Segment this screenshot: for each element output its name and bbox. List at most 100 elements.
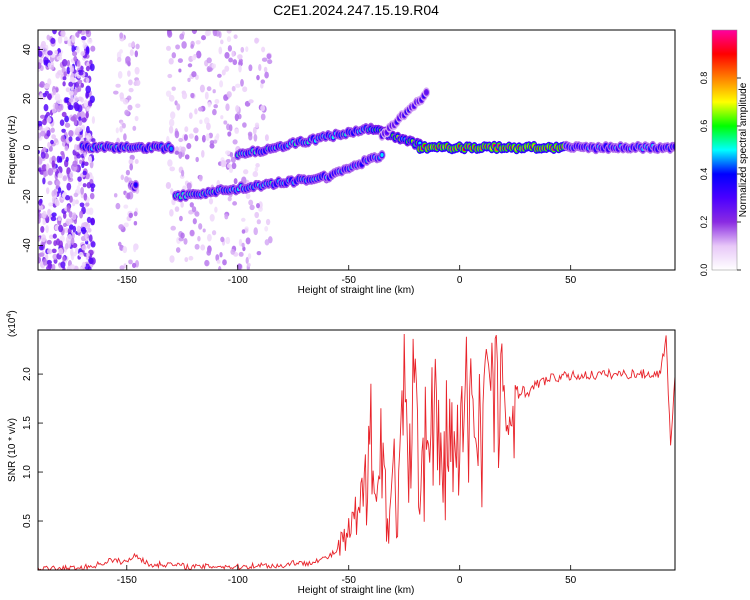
noise-dot [228, 166, 234, 174]
noise-dot [248, 99, 254, 104]
noise-dot [39, 130, 46, 137]
noise-dot [76, 59, 81, 67]
noise-dot [78, 116, 82, 122]
noise-dot [115, 127, 119, 134]
noise-dot [51, 263, 56, 270]
noise-dot [186, 142, 192, 150]
noise-dot [78, 251, 84, 258]
noise-dot [115, 83, 121, 88]
noise-dot [122, 98, 129, 105]
noise-dot [73, 192, 79, 198]
noise-dot [189, 229, 195, 237]
noise-dot [199, 84, 205, 93]
noise-dot [216, 259, 221, 264]
noise-dot [81, 261, 86, 268]
noise-dot [135, 79, 141, 86]
noise-dot [184, 154, 190, 160]
snr-panel: -150 -100 -50 0 50 0.5 1.0 1.5 2.0 Height of st… [6, 310, 676, 596]
noise-dot [200, 244, 206, 251]
noise-dot [63, 71, 68, 77]
noise-dot [245, 256, 249, 265]
noise-dot [129, 163, 134, 171]
noise-dot [264, 71, 269, 79]
noise-dot [134, 50, 139, 58]
noise-dot [57, 69, 63, 76]
noise-dot [45, 83, 50, 88]
noise-dot [51, 108, 57, 114]
signal-feature [323, 150, 386, 183]
signal-feature [234, 122, 375, 161]
noise-dot [198, 106, 203, 112]
noise-dot [224, 65, 230, 72]
noise-dot [191, 71, 197, 78]
noise-dot [38, 237, 41, 242]
noise-dot [238, 251, 244, 257]
noise-dot [265, 218, 271, 226]
noise-dot [126, 95, 132, 101]
noise-dot [230, 156, 236, 163]
noise-dot [125, 56, 131, 64]
noise-dot [191, 206, 197, 213]
noise-dot [255, 163, 260, 168]
noise-dot [169, 209, 174, 217]
noise-dot [51, 212, 57, 218]
noise-dot [62, 255, 66, 262]
noise-dot [45, 266, 52, 270]
spectrogram-panel: -150 -100 -50 0 50 -40 -20 0 20 40 Height of str… [7, 29, 676, 296]
noise-dot [135, 103, 141, 109]
noise-dot [53, 188, 57, 195]
noise-dot [209, 213, 215, 222]
noise-dot [61, 152, 65, 160]
noise-dot [61, 59, 68, 67]
noise-dot [79, 202, 85, 208]
noise-dot [82, 183, 87, 188]
noise-dot [237, 54, 243, 60]
x-tick-label: 0 [457, 275, 463, 286]
noise-dot [128, 79, 133, 86]
noise-dot [45, 225, 49, 234]
noise-dot [266, 53, 272, 60]
y-tick-label: 0 [22, 144, 33, 150]
noise-dot [215, 133, 220, 139]
colorbar: 0.0 0.2 0.4 0.6 0.8 Normalized spectral ampl… [699, 29, 749, 277]
noise-dot [235, 83, 241, 88]
noise-dot [64, 195, 71, 201]
colorbar-tick-label: 0.0 [699, 264, 709, 277]
noise-dot [232, 139, 238, 145]
noise-dot [220, 160, 226, 168]
colorbar-tick-label: 0.4 [699, 168, 709, 181]
noise-dot [80, 111, 85, 119]
noise-dot [46, 239, 52, 245]
noise-dot [223, 120, 228, 125]
noise-dot [194, 243, 200, 250]
noise-dot [188, 133, 194, 139]
noise-dot [245, 237, 251, 245]
noise-dot [70, 237, 75, 245]
noise-dot [195, 50, 202, 59]
noise-dot [117, 71, 123, 79]
noise-dot [175, 247, 181, 253]
noise-dot [69, 264, 75, 270]
noise-dot [227, 45, 233, 52]
noise-dot [167, 73, 173, 79]
noise-dot [51, 160, 56, 168]
noise-dot [218, 266, 222, 270]
noise-dot [199, 119, 203, 125]
noise-dot [71, 34, 76, 43]
colorbar-label: Normalized spectral amplitude [738, 82, 749, 217]
noise-dot [248, 64, 253, 72]
noise-dot [256, 202, 260, 209]
noise-dot [207, 67, 213, 72]
noise-dot [128, 158, 134, 165]
noise-dot [188, 255, 194, 261]
noise-dot [87, 38, 93, 44]
noise-dot [190, 44, 194, 49]
noise-dot [208, 198, 214, 205]
noise-dot [258, 63, 262, 72]
noise-dot [253, 227, 258, 236]
noise-dot [128, 259, 133, 265]
noise-dot [39, 81, 45, 88]
noise-dot [209, 143, 215, 149]
colorbar-gradient [712, 30, 737, 270]
noise-dot [225, 236, 231, 245]
